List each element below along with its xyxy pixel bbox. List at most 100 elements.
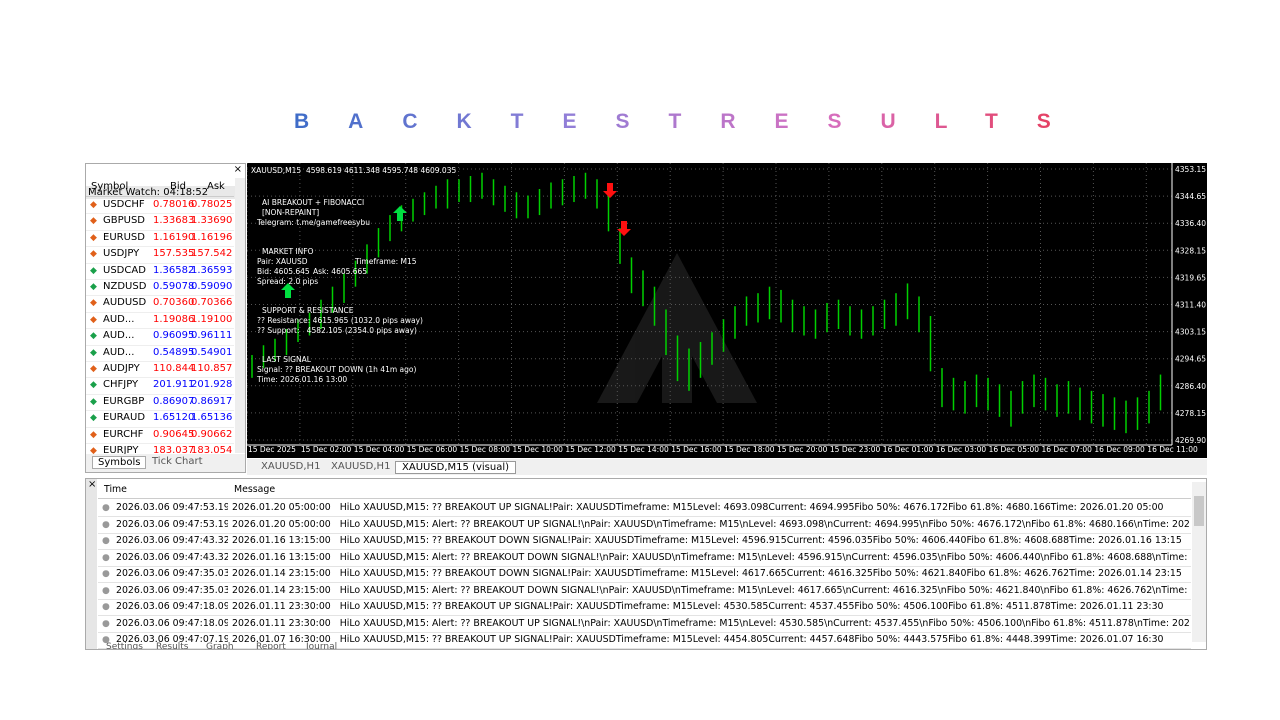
overlay-text: LAST SIGNAL: [262, 355, 311, 364]
journal-row: ● 2026.03.06 09:47:53.197 2026.01.20 05:00…: [98, 517, 1191, 534]
row-icon: ●: [102, 503, 110, 513]
price-label: 4328.15: [1175, 246, 1206, 255]
time: 2026.03.06 09:47:43.326: [116, 535, 228, 546]
ask: 183.054: [191, 445, 233, 456]
journal-row: ● 2026.03.06 09:47:43.326 2026.01.16 13:15…: [98, 533, 1191, 550]
symbol-row: ◆ CHFJPY 201.911 201.928: [86, 377, 234, 395]
column-header: Message: [234, 484, 276, 495]
ask: 1.65136: [191, 412, 233, 424]
symbol: EURCHF: [103, 428, 144, 440]
time-label: 15 Dec 02:00: [301, 445, 352, 454]
time-label: 16 Dec 01:00: [883, 445, 934, 454]
symbol-row: ◆ USDJPY 157.535 157.542: [86, 246, 234, 264]
bid: 1.16190: [153, 231, 195, 243]
symbol-row: ◆ EURCHF 0.90645 0.90662: [86, 427, 234, 444]
symbol-icon: ◆: [90, 331, 97, 342]
chart-tabs: XAUUSD,H1 XAUUSD,H1 XAUUSD,M15 (visual): [247, 459, 1207, 475]
ask: 0.70366: [191, 297, 233, 309]
tab[interactable]: Graph: [206, 642, 234, 650]
message: 2026.01.14 23:15:00 HiLo XAUUSD,M15: ?? …: [232, 568, 1182, 579]
overlay-text: SUPPORT & RESISTANCE: [262, 306, 354, 315]
tab[interactable]: XAUUSD,M15 (visual): [395, 461, 517, 474]
symbol-icon: ◆: [90, 429, 97, 440]
tab[interactable]: Results: [156, 642, 189, 650]
journal-row: ● 2026.03.06 09:47:18.098 2026.01.11 23:30…: [98, 599, 1191, 616]
symbol: EURJPY: [103, 445, 139, 456]
scrollbar[interactable]: [1192, 482, 1206, 642]
bid: 1.19086: [153, 313, 195, 325]
message: 2026.01.16 13:15:00 HiLo XAUUSD,M15: Ale…: [232, 551, 1190, 563]
symbol-icon: ◆: [90, 347, 97, 358]
row-icon: ●: [102, 552, 110, 563]
overlay-text: [NON-REPAINT]: [262, 208, 320, 217]
symbol-row: ◆ EURAUD 1.65120 1.65136: [86, 410, 234, 428]
overlay-text: Time: 2026.01.16 13:00: [257, 375, 348, 384]
scrollbar[interactable]: [235, 178, 245, 453]
symbol: EURAUD: [103, 412, 146, 424]
journal-header: Time Message: [98, 482, 1191, 499]
watermark-logo: [597, 253, 757, 403]
page-title: BACKTESTRESULTS: [294, 110, 1090, 133]
tab[interactable]: Symbols: [92, 456, 147, 469]
price-label: 4353.15: [1175, 165, 1206, 174]
bid: 1.36582: [153, 264, 195, 276]
time-label: 15 Dec 08:00: [460, 445, 511, 454]
time-label: 15 Dec 04:00: [354, 445, 405, 454]
tab[interactable]: Journal: [306, 642, 338, 650]
time: 2026.03.06 09:47:18.098: [116, 617, 228, 629]
symbol: EURUSD: [103, 231, 145, 243]
overlay-text: Telegram: t.me/gamefreesybu: [257, 218, 370, 227]
symbol: EURGBP: [103, 395, 145, 407]
tab[interactable]: XAUUSD,H1: [261, 461, 321, 472]
time-label: 15 Dec 2025: [248, 445, 296, 454]
symbol-row: ◆ AUD... 0.54895 0.54901: [86, 345, 234, 362]
symbol: USDCHF: [103, 199, 145, 210]
tab[interactable]: Report: [256, 642, 286, 650]
column-header: Ask: [207, 181, 225, 192]
ask: 1.36593: [191, 264, 233, 276]
journal-row: ● 2026.03.06 09:47:35.030 2026.01.14 23:15…: [98, 566, 1191, 583]
price-label: 4294.65: [1175, 355, 1206, 364]
column-header: Bid: [170, 181, 186, 192]
ask: 0.59090: [191, 281, 233, 292]
signal-arrow: [603, 183, 617, 198]
close-button[interactable]: ×: [233, 164, 242, 175]
time-label: 15 Dec 20:00: [777, 445, 828, 454]
time-label: 15 Dec 14:00: [618, 445, 669, 454]
time-label: 16 Dec 11:00: [1147, 445, 1198, 454]
market-watch-tabs: Symbols Tick Chart: [86, 454, 245, 472]
journal-row: ● 2026.03.06 09:47:43.326 2026.01.16 13:15…: [98, 550, 1191, 567]
message: 2026.01.20 05:00:00 HiLo XAUUSD,M15: ?? …: [232, 502, 1164, 513]
signal-arrow: [281, 283, 295, 298]
symbol-row: ◆ AUD... 1.19086 1.19100: [86, 312, 234, 330]
symbol: USDCAD: [103, 264, 146, 276]
time: 2026.03.06 09:47:35.030: [116, 584, 228, 596]
price-label: 4319.65: [1175, 273, 1206, 282]
ask: 1.19100: [191, 313, 233, 325]
tab[interactable]: Settings: [106, 642, 143, 650]
overlay-text: Spread: 2.0 pips: [257, 277, 319, 286]
market-watch: Market Watch: 04:18:52 × Symbol Bid Ask ◆ U…: [85, 163, 246, 473]
price-label: 4344.65: [1175, 192, 1206, 201]
price-label: 4303.15: [1175, 328, 1206, 337]
bid: 157.535: [153, 248, 195, 260]
row-icon: ●: [102, 585, 110, 596]
symbol: GBPUSD: [103, 215, 146, 227]
bid: 1.33683: [153, 215, 195, 227]
time: 2026.03.06 09:47:43.326: [116, 551, 228, 563]
overlay-text: Ask: 4605.665: [313, 267, 368, 276]
symbol-icon: ◆: [90, 413, 97, 424]
overlay-text: Pair: XAUUSD: [257, 257, 308, 266]
message: 2026.01.07 16:30:00 HiLo XAUUSD,M15: ?? …: [232, 634, 1164, 645]
overlay-text: Timeframe: M15: [355, 257, 417, 266]
symbol-row: ◆ AUDJPY 110.844 110.857: [86, 361, 234, 379]
tab[interactable]: XAUUSD,H1: [331, 461, 391, 472]
price-label: 4269.90: [1175, 436, 1206, 445]
tab[interactable]: Tick Chart: [152, 456, 203, 467]
overlay-text: Signal: ?? BREAKOUT DOWN (1h 41m ago): [257, 365, 417, 374]
tester-strip: ×: [86, 479, 97, 649]
symbol-icon: ◆: [90, 380, 97, 391]
ask: 1.16196: [191, 231, 233, 243]
row-icon: ●: [102, 635, 110, 645]
symbol-icon: ◆: [90, 216, 97, 227]
